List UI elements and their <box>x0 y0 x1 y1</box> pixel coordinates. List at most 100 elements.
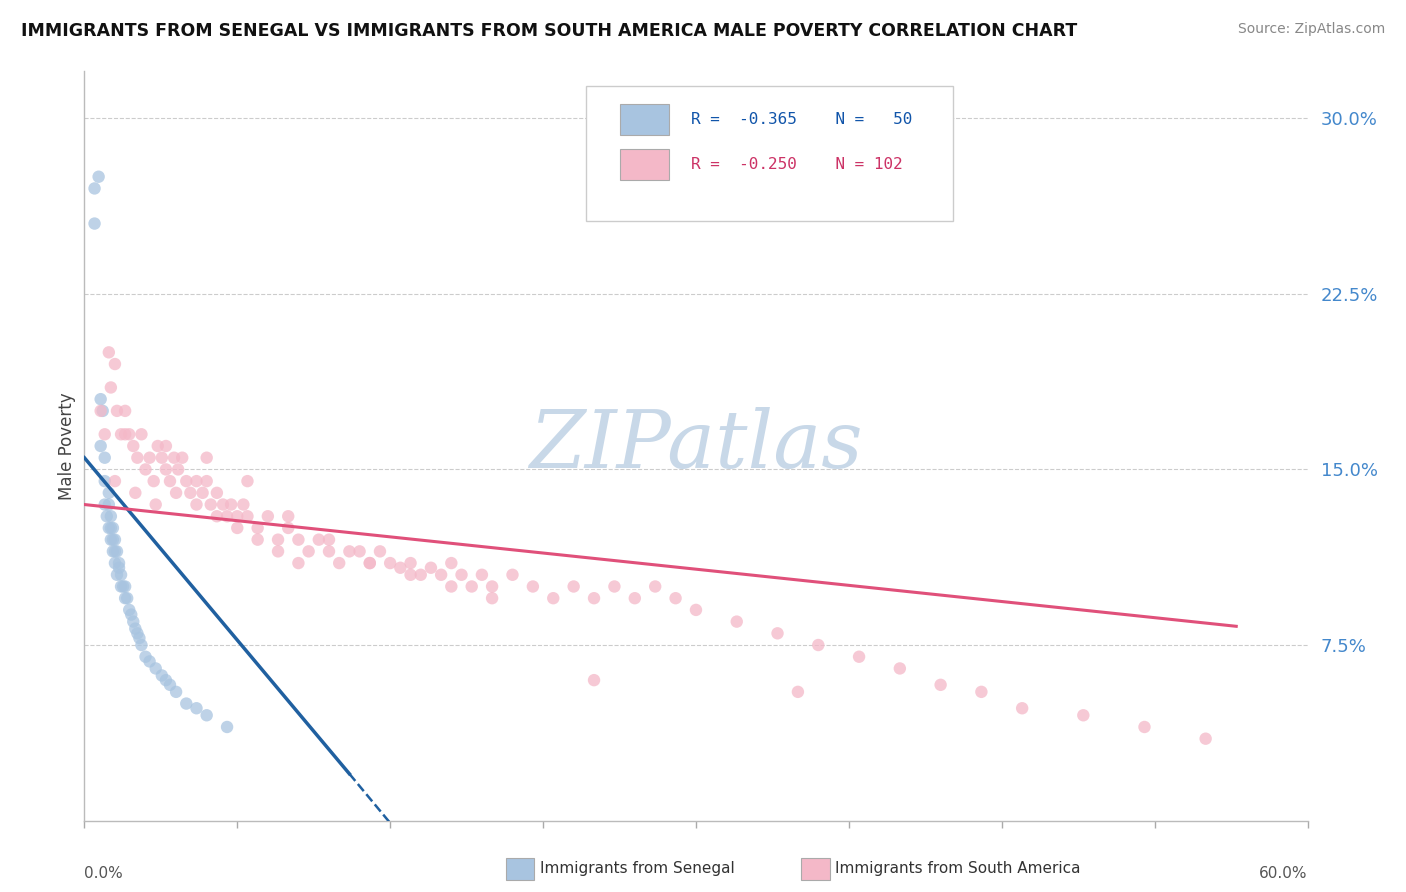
Point <box>163 450 186 465</box>
FancyBboxPatch shape <box>586 87 953 221</box>
Text: Source: ZipAtlas.com: Source: ZipAtlas.com <box>1237 22 1385 37</box>
Point <box>889 661 911 675</box>
Point <box>97 521 120 535</box>
FancyBboxPatch shape <box>620 149 669 180</box>
Point <box>191 485 214 500</box>
Point <box>110 567 132 582</box>
Point <box>108 561 131 575</box>
Point <box>195 450 218 465</box>
Point <box>186 474 208 488</box>
Point <box>380 556 402 570</box>
Point <box>929 678 952 692</box>
Text: ZIPatlas: ZIPatlas <box>529 408 863 484</box>
Point <box>298 544 321 558</box>
Point <box>159 678 181 692</box>
Point <box>100 521 122 535</box>
Point <box>287 533 309 547</box>
Point <box>127 450 149 465</box>
Point <box>318 533 340 547</box>
Point <box>1133 720 1156 734</box>
Point <box>124 485 146 500</box>
Point <box>725 615 748 629</box>
Point <box>93 427 115 442</box>
Point <box>308 533 330 547</box>
Point <box>217 720 239 734</box>
Point <box>120 607 142 622</box>
Point <box>83 181 105 195</box>
Point <box>200 498 222 512</box>
Point <box>179 485 201 500</box>
Point <box>1073 708 1095 723</box>
Point <box>399 556 422 570</box>
Point <box>186 701 208 715</box>
Point <box>105 567 128 582</box>
Point <box>226 521 249 535</box>
Point <box>114 580 136 594</box>
Point <box>114 591 136 606</box>
Point <box>277 521 299 535</box>
Point <box>165 685 187 699</box>
Point <box>195 708 218 723</box>
Point <box>644 580 666 594</box>
Point <box>787 685 810 699</box>
Point <box>212 498 235 512</box>
Point <box>430 567 453 582</box>
Point <box>110 427 132 442</box>
Point <box>150 450 173 465</box>
Text: R =  -0.250    N = 102: R = -0.250 N = 102 <box>692 157 903 172</box>
Point <box>267 544 290 558</box>
Point <box>131 638 153 652</box>
Point <box>205 485 228 500</box>
Point <box>205 509 228 524</box>
Point <box>848 649 870 664</box>
Point <box>165 485 187 500</box>
Point <box>146 439 169 453</box>
Point <box>108 556 131 570</box>
Point <box>112 580 135 594</box>
Point <box>155 439 177 453</box>
Point <box>522 580 544 594</box>
Y-axis label: Male Poverty: Male Poverty <box>58 392 76 500</box>
Point <box>409 567 432 582</box>
Point <box>174 474 197 488</box>
Point <box>807 638 830 652</box>
Point <box>318 544 340 558</box>
Point <box>471 567 494 582</box>
Text: R =  -0.365    N =   50: R = -0.365 N = 50 <box>692 112 912 127</box>
Point <box>287 556 309 570</box>
Point <box>167 462 190 476</box>
Point <box>155 462 177 476</box>
Point <box>389 561 412 575</box>
Text: 0.0%: 0.0% <box>84 865 124 880</box>
Point <box>1195 731 1218 746</box>
Point <box>226 509 249 524</box>
Point <box>257 509 280 524</box>
Point <box>399 567 422 582</box>
Point <box>562 580 585 594</box>
Point <box>246 521 269 535</box>
Point <box>104 533 127 547</box>
Text: 60.0%: 60.0% <box>1260 865 1308 880</box>
Point <box>195 474 218 488</box>
Point <box>236 509 259 524</box>
Point <box>93 474 115 488</box>
Point <box>124 622 146 636</box>
Point <box>159 474 181 488</box>
Point <box>104 556 127 570</box>
Point <box>93 498 115 512</box>
Point <box>150 668 173 682</box>
Point <box>138 655 160 669</box>
Point <box>174 697 197 711</box>
Text: Immigrants from Senegal: Immigrants from Senegal <box>540 862 735 876</box>
Point <box>461 580 484 594</box>
Point <box>186 498 208 512</box>
Point <box>583 591 606 606</box>
Point <box>219 498 242 512</box>
FancyBboxPatch shape <box>620 103 669 135</box>
Point <box>118 427 141 442</box>
Point <box>128 631 150 645</box>
Point <box>359 556 381 570</box>
Point <box>104 474 127 488</box>
Point <box>100 380 122 394</box>
Point <box>114 404 136 418</box>
